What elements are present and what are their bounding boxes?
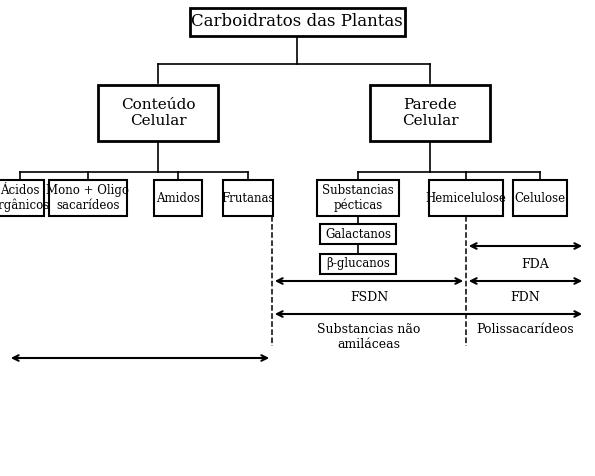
Bar — [98, 85, 218, 141]
Text: Frutanas: Frutanas — [221, 191, 275, 205]
Text: Galactanos: Galactanos — [325, 228, 391, 240]
Bar — [223, 180, 273, 216]
Text: Ácidos
orgânicos: Ácidos orgânicos — [0, 184, 49, 212]
Bar — [320, 254, 396, 274]
Text: Carboidratos das Plantas: Carboidratos das Plantas — [191, 13, 403, 30]
Bar — [189, 8, 405, 36]
Bar — [49, 180, 127, 216]
Text: Hemicelulose: Hemicelulose — [425, 191, 506, 205]
Bar — [429, 180, 503, 216]
Text: Mono + Oligo
sacarídeos: Mono + Oligo sacarídeos — [46, 184, 130, 212]
Bar — [317, 180, 399, 216]
Text: Amidos: Amidos — [156, 191, 200, 205]
Bar — [154, 180, 202, 216]
Text: FDN: FDN — [511, 291, 540, 304]
Text: Substancias não
amiláceas: Substancias não amiláceas — [317, 323, 421, 351]
Bar — [513, 180, 567, 216]
Text: FSDN: FSDN — [350, 291, 388, 304]
Text: Substancias
pécticas: Substancias pécticas — [322, 184, 394, 212]
Text: FDA: FDA — [522, 258, 549, 271]
Bar — [0, 180, 44, 216]
Text: Parede
Celular: Parede Celular — [402, 98, 458, 128]
Bar — [320, 224, 396, 244]
Text: Conteúdo
Celular: Conteúdo Celular — [121, 98, 195, 128]
Bar — [370, 85, 490, 141]
Text: Celulose: Celulose — [515, 191, 566, 205]
Text: β-glucanos: β-glucanos — [326, 258, 390, 270]
Text: Polissacarídeos: Polissacarídeos — [477, 323, 574, 336]
